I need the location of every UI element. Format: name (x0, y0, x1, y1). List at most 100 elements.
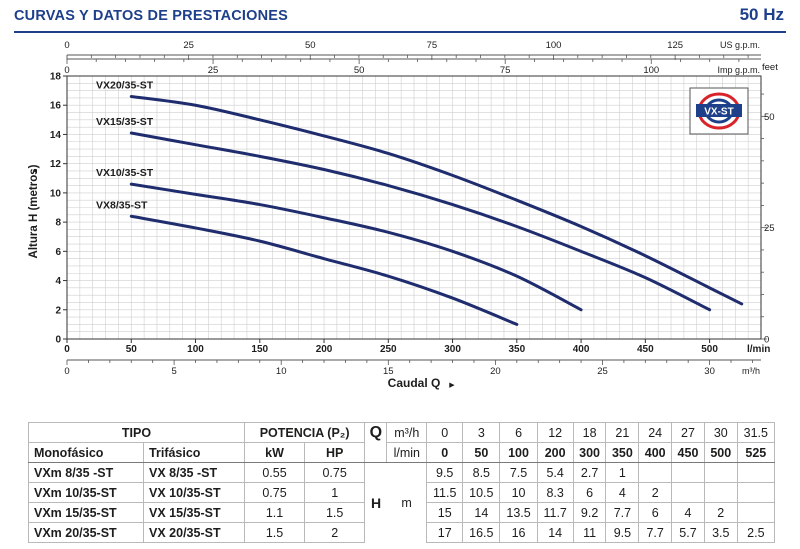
y-axis-arrow: ▲ (32, 168, 39, 175)
h-cell: 7.5 (499, 462, 538, 483)
h-cell: 9.5 (605, 522, 640, 543)
tipo-header: TIPO (28, 422, 245, 443)
curve-vx15-35-st (129, 131, 712, 312)
feet-unit: feet (762, 62, 778, 73)
feet-tick-label: 0 (764, 335, 769, 346)
power-kw: 0.75 (243, 482, 306, 503)
us-gpm-axis-label: 25 (183, 40, 194, 51)
imp-gpm-axis-label: 50 (354, 65, 365, 76)
us-gpm-axis-label: 50 (305, 40, 316, 51)
imp-gpm-axis-label: 25 (208, 65, 219, 76)
x-tick-label: 250 (380, 344, 397, 355)
power-hp: 2 (304, 522, 366, 543)
m3h-axis-label: 20 (490, 366, 501, 377)
h-cell: 5.4 (536, 462, 574, 483)
h-cell: 11 (572, 522, 607, 543)
power-hp: 1 (304, 482, 366, 503)
h-cell: 16 (499, 522, 538, 543)
h-cell: 2 (638, 482, 673, 503)
series-label: VX8/35-ST (96, 199, 148, 211)
q-lmin-cell: 350 (605, 442, 640, 463)
h-cell: 13.5 (499, 502, 538, 523)
unit-lmin: l/min (386, 442, 428, 463)
us-gpm-axis-unit: US g.p.m. (720, 40, 760, 50)
y-tick-label: 10 (50, 188, 62, 199)
power-kw: 0.55 (243, 462, 306, 483)
performance-table: TIPO POTENCIA (P₂) Q m³/h 0 3 6 12 18 21… (27, 422, 776, 543)
m3h-axis-label: 5 (171, 366, 176, 377)
h-cell: 8.5 (462, 462, 501, 483)
y-tick-label: 14 (50, 130, 62, 141)
h-cell: 14 (462, 502, 501, 523)
power-kw: 1.1 (243, 502, 306, 523)
m3h-axis-label: 30 (704, 366, 715, 377)
y-tick-label: 6 (55, 247, 61, 258)
q-lmin-cell: 300 (572, 442, 607, 463)
h-label: H (364, 462, 387, 543)
q-m3h-cell: 30 (703, 422, 738, 443)
series-label: VX20/35-ST (96, 79, 154, 91)
m3h-axis-unit: m³/h (742, 366, 760, 376)
x-tick-label: 50 (126, 344, 138, 355)
imp-gpm-axis-label: 100 (643, 65, 659, 76)
h-cell: 9.5 (426, 462, 464, 483)
model-tri: VX 10/35-ST (143, 482, 245, 503)
h-cell: 6 (572, 482, 607, 503)
h-cell: 16.5 (462, 522, 501, 543)
hp-header: HP (304, 442, 366, 463)
series-label: VX10/35-ST (96, 167, 154, 179)
power-hp: 1.5 (304, 502, 366, 523)
x-axis-arrow: ▶ (449, 382, 455, 389)
q-spacer (364, 442, 388, 463)
q-m3h-cell: 0 (426, 422, 464, 443)
m3h-axis-label: 10 (276, 366, 287, 377)
curve-vx20-35-st (129, 94, 744, 306)
q-m3h-cell: 27 (671, 422, 705, 443)
q-m3h-cell: 12 (536, 422, 574, 443)
h-cell (671, 462, 705, 483)
q-lmin-cell: 450 (671, 442, 705, 463)
us-gpm-axis-label: 125 (667, 40, 683, 51)
power-kw: 1.5 (243, 522, 306, 543)
feet-tick-label: 25 (764, 223, 775, 234)
q-m3h-cell: 31.5 (736, 422, 776, 443)
h-cell (638, 462, 673, 483)
kw-header: kW (243, 442, 306, 463)
h-cell (703, 462, 738, 483)
q-lmin-cell: 200 (536, 442, 574, 463)
q-m3h-cell: 3 (462, 422, 501, 443)
h-cell: 7.7 (605, 502, 640, 523)
y-tick-label: 18 (50, 72, 62, 83)
q-lmin-cell: 525 (736, 442, 776, 463)
h-cell: 15 (426, 502, 464, 523)
h-cell: 10 (499, 482, 538, 503)
logo-text: VX-ST (704, 107, 733, 118)
h-cell: 2.7 (572, 462, 607, 483)
model-tri: VX 8/35 -ST (143, 462, 245, 483)
h-cell: 5.7 (671, 522, 705, 543)
q-lmin-cell: 0 (426, 442, 464, 463)
h-cell: 17 (426, 522, 464, 543)
h-cell: 1 (605, 462, 640, 483)
h-cell: 4 (671, 502, 705, 523)
m3h-axis-label: 0 (64, 366, 69, 377)
model-tri: VX 15/35-ST (143, 502, 245, 523)
m3h-axis-label: 25 (597, 366, 608, 377)
x-tick-label: 450 (637, 344, 654, 355)
x-tick-label: 150 (251, 344, 268, 355)
m3h-axis-label: 15 (383, 366, 394, 377)
logo-band (696, 104, 742, 117)
tri-header: Trifásico (143, 442, 245, 463)
h-cell (736, 502, 776, 523)
h-cell: 2 (703, 502, 738, 523)
unit-m3h: m³/h (386, 422, 428, 443)
y-tick-label: 8 (55, 218, 61, 229)
potencia-header: POTENCIA (P₂) (243, 422, 366, 443)
h-cell: 9.2 (572, 502, 607, 523)
series-label: VX15/35-ST (96, 116, 154, 128)
imp-gpm-axis-unit: Imp g.p.m. (717, 65, 760, 75)
h-cell: 14 (536, 522, 574, 543)
q-lmin-cell: 50 (462, 442, 501, 463)
y-tick-label: 0 (55, 335, 61, 346)
imp-gpm-axis-label: 75 (500, 65, 511, 76)
